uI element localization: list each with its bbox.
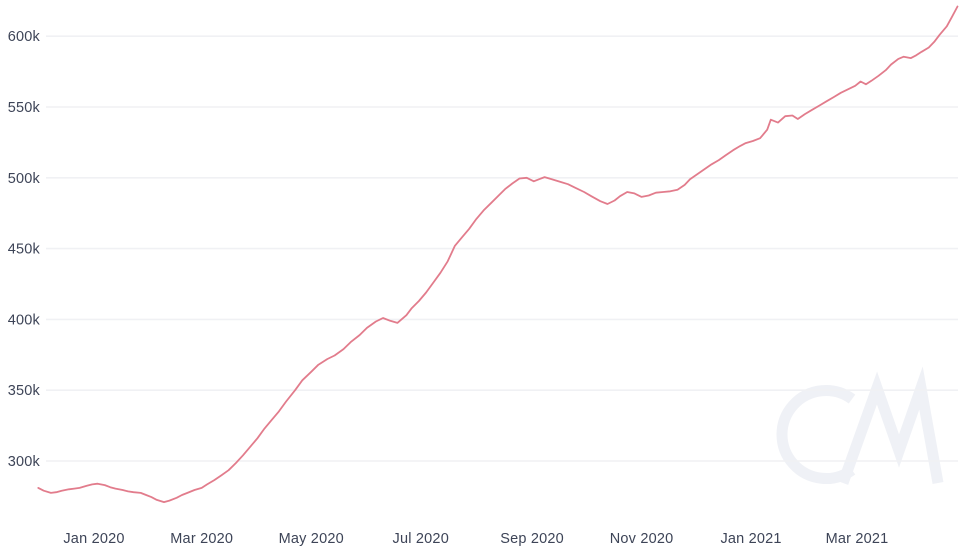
watermark-cm-logo-icon xyxy=(776,366,944,485)
x-axis-label: Mar 2020 xyxy=(170,531,233,547)
x-axis-label: May 2020 xyxy=(279,531,344,547)
y-axis-label: 300k xyxy=(8,454,41,470)
gridlines xyxy=(46,35,958,462)
y-axis-label: 550k xyxy=(8,100,41,116)
x-axis-label: Jan 2020 xyxy=(63,531,124,547)
x-axis-labels: Jan 2020 Mar 2020 May 2020 Jul 2020 Sep 2020… xyxy=(63,531,888,547)
x-axis-label: Mar 2021 xyxy=(826,531,889,547)
y-axis-labels: 300k 350k 400k 450k 500k 550k 600k xyxy=(8,29,41,470)
y-axis-label: 400k xyxy=(8,312,41,328)
series-line xyxy=(37,5,959,503)
y-axis-label: 450k xyxy=(8,242,41,258)
x-axis-label: Sep 2020 xyxy=(500,531,564,547)
y-axis-label: 500k xyxy=(8,171,41,187)
x-axis-label: Nov 2020 xyxy=(610,531,674,547)
y-axis-label: 600k xyxy=(8,29,41,45)
y-axis-label: 350k xyxy=(8,383,41,399)
x-axis-label: Jul 2020 xyxy=(393,531,449,547)
x-axis-label: Jan 2021 xyxy=(720,531,781,547)
